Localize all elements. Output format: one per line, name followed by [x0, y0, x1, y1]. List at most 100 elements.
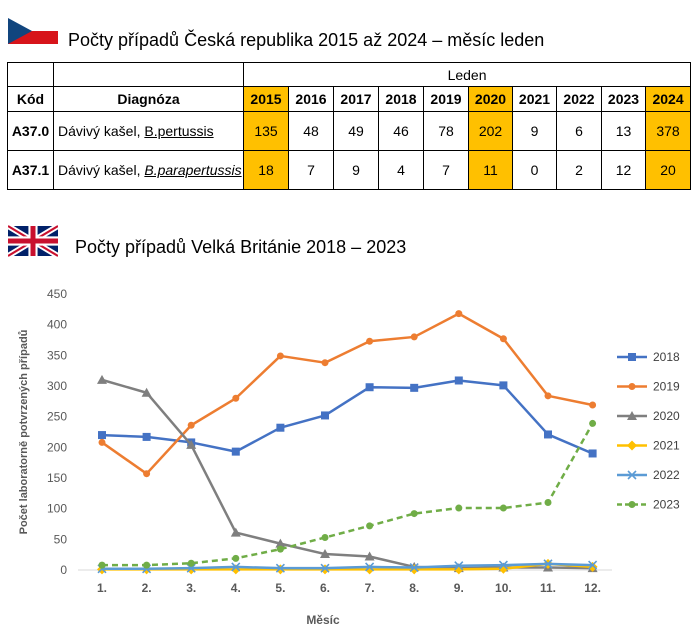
y-tick-label: 450	[47, 287, 67, 301]
data-point	[276, 423, 285, 432]
data-point	[499, 381, 508, 390]
data-point	[498, 560, 508, 570]
legend-item: 2018	[617, 350, 680, 364]
y-tick-label: 250	[47, 410, 67, 424]
table-cell: 9	[333, 150, 379, 190]
x-axis-label: Měsíc	[306, 613, 340, 627]
table-cell: 135	[243, 111, 289, 151]
data-point	[276, 352, 284, 360]
y-axis-label: Počet laboratorně potvrzených případů	[18, 330, 30, 535]
data-point	[588, 449, 597, 458]
czech-flag-icon	[8, 18, 58, 44]
y-tick-label: 0	[60, 563, 67, 577]
data-point	[186, 439, 197, 449]
legend-marker	[628, 353, 636, 361]
col-header-year: 2023	[601, 86, 646, 112]
table-row: A37.1 Dávivý kašel, B.parapertussis 18 7…	[7, 150, 692, 190]
table-cell: 9	[512, 111, 557, 151]
series-2023	[98, 419, 597, 569]
data-point	[366, 522, 374, 530]
data-point	[365, 383, 374, 392]
data-point	[589, 419, 597, 427]
col-header-year: 2016	[288, 86, 334, 112]
x-tick-label: 8.	[409, 581, 419, 595]
legend-marker	[627, 411, 637, 420]
table-cell: 48	[288, 111, 334, 151]
table-cell: 0	[512, 150, 557, 190]
col-header-year: 2022	[556, 86, 602, 112]
y-tick-label: 350	[47, 348, 67, 362]
data-point	[141, 387, 152, 397]
data-point	[588, 560, 598, 570]
data-point	[98, 431, 106, 440]
legend-label: 2018	[653, 350, 680, 364]
data-point	[98, 561, 106, 569]
diagnosis-species: B.pertussis	[144, 123, 214, 139]
table-cell: 4	[378, 150, 424, 190]
data-point	[364, 551, 375, 561]
series-line	[101, 312, 593, 475]
data-point	[544, 392, 552, 400]
table-header-row: Kód Diagnóza 2015 2016 2017 2018 2019 20…	[7, 86, 692, 112]
y-tick-label: 100	[47, 502, 67, 516]
x-tick-label: 2.	[142, 581, 152, 595]
table-cell: 12	[601, 150, 646, 190]
table-cell: 7	[423, 150, 469, 190]
legend-marker	[627, 440, 637, 451]
col-header-year: 2019	[423, 86, 469, 112]
table-cell-empty	[53, 62, 244, 87]
diagnosis-prefix: Dávivý kašel,	[58, 123, 145, 139]
series-2019	[98, 310, 597, 478]
col-header-year: 2015	[243, 86, 289, 112]
y-tick-label: 300	[47, 379, 67, 393]
col-header-code: Kód	[7, 86, 54, 112]
table-cell: 7	[288, 150, 334, 190]
data-point	[589, 401, 597, 409]
uk-section-title: Počty případů Velká Británie 2018 – 2023	[75, 237, 407, 257]
legend-marker	[628, 383, 636, 390]
table-cell: 78	[423, 111, 469, 151]
table-cell: 11	[468, 150, 513, 190]
x-tick-label: 4.	[231, 581, 241, 595]
legend-item: 2022	[617, 468, 680, 482]
x-tick-label: 11.	[540, 581, 556, 595]
legend-label: 2021	[653, 439, 680, 453]
table-row: A37.0 Dávivý kašel, B.pertussis 135 48 4…	[7, 111, 692, 151]
data-point	[187, 421, 195, 429]
y-tick-label: 50	[54, 532, 68, 546]
data-point	[231, 447, 240, 456]
table-cell: 202	[468, 111, 513, 151]
table-cell: 378	[644, 111, 692, 151]
data-point	[365, 562, 375, 572]
table-group-header-row: Leden	[7, 62, 692, 87]
data-point	[455, 504, 463, 512]
data-point	[275, 563, 285, 573]
diagnosis-prefix: Dávivý kašel,	[58, 162, 145, 178]
table-cell: 13	[601, 111, 646, 151]
data-point	[544, 430, 552, 439]
table-cell: 2	[556, 150, 602, 190]
legend-label: 2023	[653, 498, 680, 512]
series-line	[101, 378, 593, 570]
data-point	[143, 470, 151, 478]
series-line	[102, 422, 594, 567]
data-point	[321, 411, 329, 420]
data-point	[276, 545, 284, 553]
series-line	[102, 562, 593, 571]
x-tick-label: 6.	[320, 581, 330, 595]
data-point	[230, 527, 241, 537]
data-point	[543, 559, 553, 569]
x-tick-label: 9.	[454, 581, 464, 595]
cz-cases-table: Leden Kód Diagnóza 2015 2016 2017 2018 2…	[7, 62, 692, 190]
data-point	[321, 533, 329, 541]
x-tick-label: 12.	[584, 581, 601, 595]
table-cell: 46	[378, 111, 424, 151]
x-tick-label: 3.	[186, 581, 196, 595]
data-point	[410, 383, 419, 392]
y-tick-label: 150	[47, 471, 67, 485]
legend-marker	[628, 501, 636, 508]
x-tick-label: 5.	[275, 581, 285, 595]
col-header-diagnosis: Diagnóza	[53, 86, 244, 112]
x-tick-label: 1.	[97, 581, 107, 595]
table-cell: 20	[644, 150, 692, 190]
